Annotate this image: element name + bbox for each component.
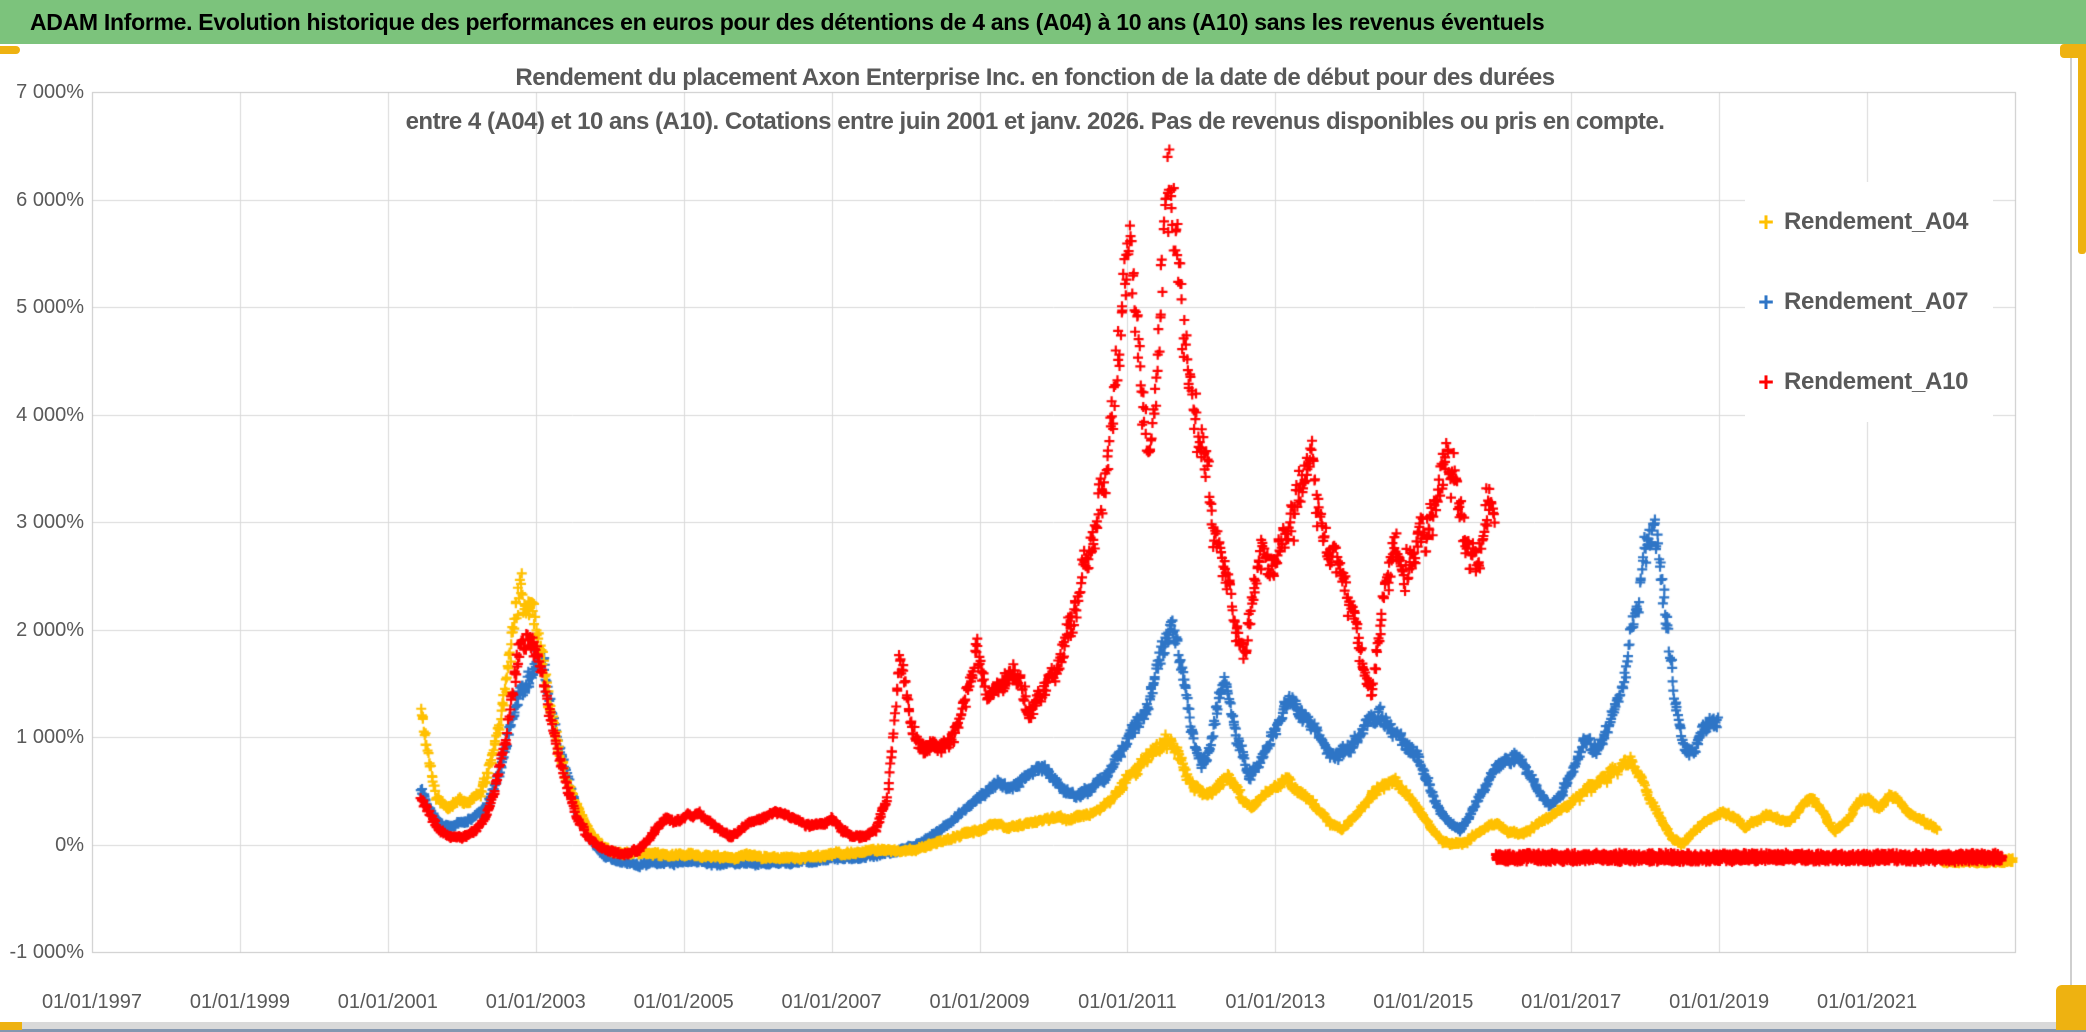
x-axis-tick-label: 01/01/2015 xyxy=(1373,991,1474,1013)
x-axis-tick-label: 01/01/2013 xyxy=(1225,991,1326,1013)
y-axis-tick-label: 1 000% xyxy=(16,726,84,748)
chart-frame-border xyxy=(2070,58,2072,1020)
x-axis-tick-label: 01/01/2003 xyxy=(485,991,586,1013)
y-axis-tick-label: 6 000% xyxy=(16,188,84,211)
bottom-border-line xyxy=(0,1029,2086,1032)
plus-marker-icon: + xyxy=(1758,207,1774,237)
legend-label: Rendement_A04 xyxy=(1784,208,1969,235)
y-axis-tick-label: 4 000% xyxy=(16,403,84,426)
x-axis-tick-label: 01/01/2017 xyxy=(1521,991,1622,1013)
y-axis-tick-label: -1 000% xyxy=(9,941,85,963)
plus-marker-icon: + xyxy=(1758,367,1774,397)
gold-frame-corner xyxy=(0,1022,22,1030)
legend-item-rendement-a04[interactable]: + Rendement_A04 xyxy=(1745,182,1993,262)
x-axis-tick-label: 01/01/2011 xyxy=(1078,991,1177,1013)
gold-frame-corner xyxy=(2060,44,2086,58)
legend-item-rendement-a10[interactable]: + Rendement_A10 xyxy=(1745,342,1993,422)
chart-title-line1: Rendement du placement Axon Enterprise I… xyxy=(515,64,1555,91)
legend-label: Rendement_A07 xyxy=(1784,288,1969,315)
chart-title-line2: entre 4 (A04) et 10 ans (A10). Cotations… xyxy=(405,108,1665,135)
y-axis-tick-label: 3 000% xyxy=(16,511,84,533)
x-axis-tick-label: 01/01/1997 xyxy=(41,991,143,1013)
y-axis-tick-label: 5 000% xyxy=(16,296,84,318)
x-axis-tick-label: 01/01/2009 xyxy=(929,991,1030,1013)
x-axis-tick-label: 01/01/1999 xyxy=(189,991,290,1013)
header-banner: ADAM Informe. Evolution historique des p… xyxy=(0,0,2086,44)
x-axis-tick-label: 01/01/2005 xyxy=(633,991,734,1013)
x-axis-tick-label: 01/01/2021 xyxy=(1817,991,1918,1013)
legend-label: Rendement_A10 xyxy=(1784,368,1969,395)
page-title: ADAM Informe. Evolution historique des p… xyxy=(30,9,1545,35)
y-axis-tick-label: 7 000% xyxy=(16,81,84,103)
gold-frame-edge xyxy=(2078,44,2086,254)
chart-legend: + Rendement_A04 + Rendement_A07 + Rendem… xyxy=(1745,182,1993,422)
chart-title: Rendement du placement Axon Enterprise I… xyxy=(255,56,1815,144)
y-axis-tick-label: 2 000% xyxy=(16,618,84,641)
plus-marker-icon: + xyxy=(1758,287,1774,317)
x-axis-tick-label: 01/01/2019 xyxy=(1669,991,1770,1013)
legend-item-rendement-a07[interactable]: + Rendement_A07 xyxy=(1745,262,1993,342)
gold-frame-corner xyxy=(2056,985,2086,1030)
x-axis-tick-label: 01/01/2007 xyxy=(781,991,882,1013)
bottom-strip xyxy=(0,1022,2086,1032)
x-axis-tick-label: 01/01/2001 xyxy=(337,991,438,1013)
y-axis-tick-label: 0% xyxy=(55,833,84,856)
gold-frame-corner xyxy=(0,46,20,54)
